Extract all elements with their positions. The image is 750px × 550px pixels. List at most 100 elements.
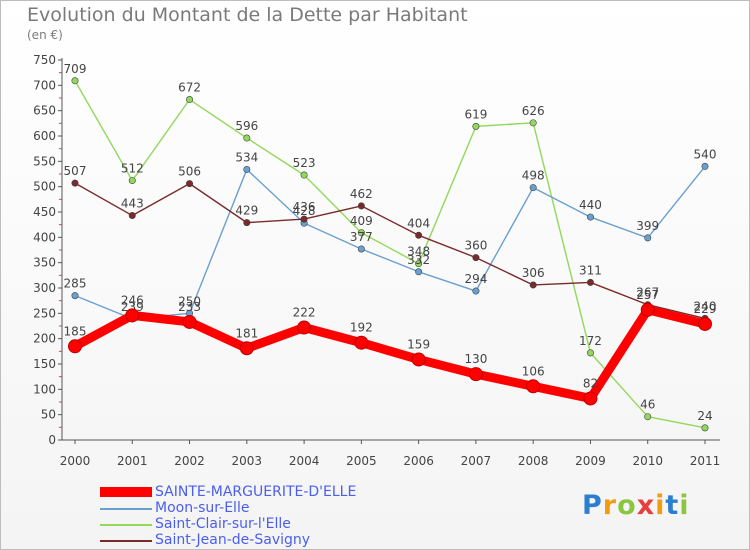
data-point <box>468 367 483 382</box>
data-label: 348 <box>407 245 430 259</box>
data-label: 285 <box>64 277 87 291</box>
x-tick-label: 2009 <box>575 454 606 468</box>
legend-swatch <box>100 487 152 497</box>
data-point <box>701 162 709 170</box>
data-point <box>586 278 594 286</box>
data-point <box>411 352 426 367</box>
data-point <box>68 339 82 354</box>
data-point <box>357 229 365 237</box>
data-label: 506 <box>178 165 201 179</box>
y-tick-label: 50 <box>41 408 56 422</box>
data-label: 626 <box>522 104 545 118</box>
data-point <box>243 134 251 142</box>
data-label: 294 <box>464 272 487 286</box>
x-tick-label: 2000 <box>60 454 91 468</box>
data-point <box>128 212 136 220</box>
x-tick-label: 2003 <box>232 454 263 468</box>
data-label: 267 <box>636 286 659 300</box>
data-point <box>640 302 655 317</box>
legend-swatch <box>100 540 152 542</box>
data-point <box>644 234 652 242</box>
data-label: 360 <box>464 239 487 253</box>
data-label: 409 <box>350 214 373 228</box>
data-point <box>300 171 308 179</box>
data-label: 429 <box>235 204 258 218</box>
data-label: 399 <box>636 219 659 233</box>
data-point <box>182 314 197 329</box>
data-label: 159 <box>407 337 430 351</box>
data-label: 246 <box>121 293 144 307</box>
y-tick-label: 650 <box>33 104 56 118</box>
data-label: 250 <box>178 294 201 308</box>
x-tick-label: 2011 <box>690 454 721 468</box>
proxiti-logo: Proxiti <box>582 490 690 521</box>
y-tick-label: 500 <box>33 180 56 194</box>
x-tick-label: 2010 <box>632 454 663 468</box>
x-tick-label: 2002 <box>174 454 205 468</box>
data-label: 222 <box>293 306 316 320</box>
data-label: 332 <box>407 253 430 267</box>
data-label: 106 <box>522 364 545 378</box>
series-line <box>74 80 706 429</box>
y-tick-label: 150 <box>33 357 56 371</box>
data-label: 534 <box>235 150 258 164</box>
legend-label: Saint-Jean-de-Savigny <box>155 532 311 548</box>
legend-label: Saint-Clair-sur-l'Elle <box>155 516 291 532</box>
data-label: 443 <box>121 197 144 211</box>
data-point <box>357 202 365 210</box>
data-label: 596 <box>235 119 258 133</box>
x-tick-label: 2007 <box>461 454 492 468</box>
data-point <box>186 180 194 188</box>
data-point <box>526 379 541 394</box>
data-label: 462 <box>350 187 373 201</box>
data-point <box>243 165 251 173</box>
y-tick-label: 550 <box>33 154 56 168</box>
data-label: 436 <box>293 200 316 214</box>
data-label: 377 <box>350 230 373 244</box>
y-tick-label: 700 <box>33 78 56 92</box>
series-line <box>70 305 710 403</box>
data-point <box>71 77 79 85</box>
chart-title: Evolution du Montant de la Dette par Hab… <box>27 4 468 26</box>
data-label: 523 <box>293 156 316 170</box>
data-label: 257 <box>636 288 659 302</box>
data-point <box>415 231 423 239</box>
legend-swatch <box>100 524 152 526</box>
data-point <box>701 424 709 432</box>
data-point <box>300 215 308 223</box>
data-point <box>357 245 365 253</box>
data-point <box>243 219 251 227</box>
data-label: 619 <box>464 107 487 121</box>
data-point <box>586 213 594 221</box>
y-tick-label: 450 <box>33 205 56 219</box>
x-tick-label: 2001 <box>117 454 148 468</box>
data-point <box>583 391 598 406</box>
legend-swatch <box>100 508 152 510</box>
y-tick-label: 400 <box>33 230 56 244</box>
legend-label: SAINTE-MARGUERITE-D'ELLE <box>155 484 357 500</box>
data-label: 82 <box>583 376 598 390</box>
data-label: 24 <box>697 409 712 423</box>
data-point <box>472 287 480 295</box>
data-label: 404 <box>407 216 430 230</box>
data-point <box>415 260 423 268</box>
x-tick-label: 2004 <box>289 454 320 468</box>
y-tick-label: 750 <box>33 53 56 67</box>
data-label: 239 <box>121 300 144 314</box>
data-point <box>354 335 369 350</box>
data-label: 709 <box>64 62 87 76</box>
data-point <box>71 179 79 187</box>
data-label: 498 <box>522 169 545 183</box>
data-point <box>472 122 480 130</box>
data-point <box>125 308 140 323</box>
data-label: 130 <box>464 352 487 366</box>
data-label: 233 <box>178 300 201 314</box>
data-label: 46 <box>640 398 655 412</box>
data-point <box>586 349 594 357</box>
data-label: 311 <box>579 263 602 277</box>
data-point <box>128 177 136 185</box>
legend-label: Moon-sur-Elle <box>155 500 250 516</box>
data-point <box>415 268 423 276</box>
